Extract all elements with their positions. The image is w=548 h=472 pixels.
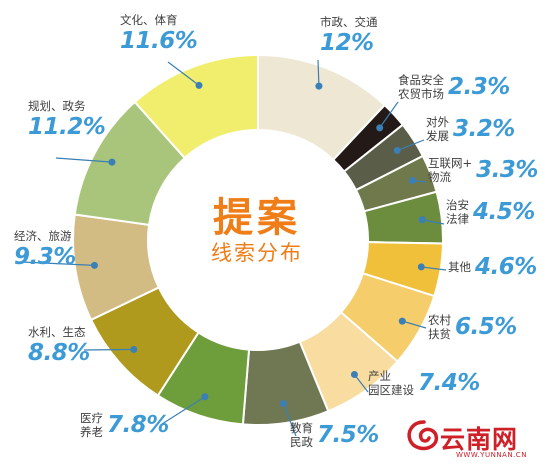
slice-name: 对外 发展 xyxy=(426,115,449,143)
leader-dot-7 xyxy=(350,371,358,379)
slice-value: 2.3% xyxy=(448,74,510,100)
leader-line-0 xyxy=(317,59,320,87)
donut-slice-13 xyxy=(133,53,259,160)
slice-label-2: 对外 发展 3.2% xyxy=(426,115,515,143)
slice-label-6: 农村 扶贫 6.5% xyxy=(428,313,517,341)
yunnan-swirl-icon xyxy=(407,420,439,451)
slice-value: 7.8% xyxy=(107,412,169,438)
leader-line-13 xyxy=(167,61,200,86)
slice-name: 教育 民政 xyxy=(290,421,313,449)
leader-dot-5 xyxy=(417,263,425,271)
slice-name: 规划、政务 xyxy=(28,99,86,113)
slice-name: 水利、生态 xyxy=(28,325,86,339)
slice-value: 7.4% xyxy=(418,370,480,396)
leader-dot-10 xyxy=(130,345,138,353)
leader-line-8 xyxy=(282,403,297,437)
chart-title-block: 提案 线索分布 xyxy=(182,196,332,267)
slice-name: 经济、旅游 xyxy=(14,229,72,243)
leader-line-12 xyxy=(55,157,113,163)
slice-name: 产业 园区建设 xyxy=(368,369,414,397)
leader-dot-0 xyxy=(315,82,323,90)
leader-dot-8 xyxy=(279,400,287,408)
leader-line-11 xyxy=(21,261,95,266)
slice-label-9: 医疗 养老 7.8% xyxy=(80,411,169,439)
leader-line-1 xyxy=(379,101,399,129)
slice-name: 治安 法律 xyxy=(446,198,469,226)
leader-dot-4 xyxy=(418,216,426,224)
leader-line-2 xyxy=(396,139,425,152)
logo-url: WWW.YUNNAN.CN xyxy=(456,451,527,459)
slice-value: 11.6% xyxy=(120,27,198,54)
leader-line-4 xyxy=(422,219,445,225)
slice-value: 7.5% xyxy=(317,422,379,448)
slice-label-8: 教育 民政 7.5% xyxy=(290,421,379,449)
slice-label-10: 水利、生态 8.8% xyxy=(28,325,90,367)
slice-value: 6.5% xyxy=(455,314,517,340)
leader-dot-2 xyxy=(393,146,401,154)
leader-dot-9 xyxy=(201,393,209,401)
slice-value: 9.3% xyxy=(14,243,76,270)
slice-value: 11.2% xyxy=(28,113,106,140)
slice-label-13: 文化、体育 11.6% xyxy=(120,13,198,55)
slice-name: 文化、体育 xyxy=(120,13,178,27)
leader-dot-11 xyxy=(90,261,98,269)
slice-label-7: 产业 园区建设 7.4% xyxy=(368,369,480,397)
slice-value: 3.3% xyxy=(476,157,538,183)
slice-value: 4.6% xyxy=(475,254,537,280)
leader-dot-3 xyxy=(408,177,416,185)
slice-name: 互联网+ 物流 xyxy=(428,156,473,184)
leader-dot-1 xyxy=(376,124,384,132)
yunnan-logo: 云南网 WWW.YUNNAN.CN xyxy=(404,418,544,468)
slice-value: 8.8% xyxy=(28,339,90,366)
leader-dot-13 xyxy=(195,81,203,89)
leader-line-6 xyxy=(402,320,427,329)
leader-line-10 xyxy=(83,348,134,351)
chart-title: 提案 xyxy=(213,194,301,241)
slice-label-4: 治安 法律 4.5% xyxy=(446,198,535,226)
slice-name: 医疗 养老 xyxy=(80,411,103,439)
slice-name: 其他 xyxy=(448,259,471,274)
leader-line-7 xyxy=(353,374,369,393)
leader-line-9 xyxy=(161,396,206,425)
slice-label-5: 其他 4.6% xyxy=(448,254,537,281)
leader-dot-12 xyxy=(108,158,116,166)
slice-name: 市政、交通 xyxy=(320,15,378,29)
slice-name: 农村 扶贫 xyxy=(428,313,451,341)
chart-subtitle: 线索分布 xyxy=(211,241,303,265)
slice-value: 3.2% xyxy=(453,116,515,142)
slice-label-1: 食品安全 农贸市场 2.3% xyxy=(398,73,510,101)
leader-line-5 xyxy=(421,266,447,271)
slice-value: 12% xyxy=(320,29,374,56)
slice-value: 4.5% xyxy=(473,199,535,225)
slice-label-0: 市政、交通 12% xyxy=(320,15,378,57)
slice-name: 食品安全 农贸市场 xyxy=(398,73,444,101)
slice-label-3: 互联网+ 物流 3.3% xyxy=(428,156,538,184)
slice-label-12: 规划、政务 11.2% xyxy=(28,99,106,141)
leader-dot-6 xyxy=(398,317,406,325)
slice-label-11: 经济、旅游 9.3% xyxy=(14,229,76,271)
logo-brand: 云南网 xyxy=(440,425,519,454)
